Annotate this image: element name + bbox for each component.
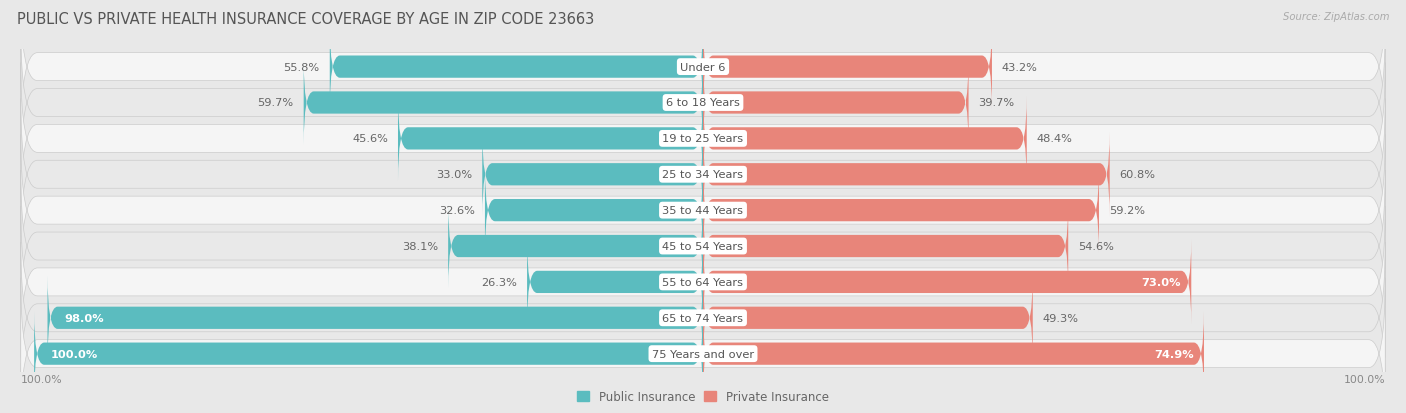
FancyBboxPatch shape bbox=[398, 97, 703, 182]
FancyBboxPatch shape bbox=[703, 61, 969, 146]
Text: 59.2%: 59.2% bbox=[1109, 206, 1144, 216]
FancyBboxPatch shape bbox=[527, 240, 703, 325]
Text: 45.6%: 45.6% bbox=[352, 134, 388, 144]
Text: 59.7%: 59.7% bbox=[257, 98, 294, 108]
FancyBboxPatch shape bbox=[703, 132, 1109, 217]
Legend: Public Insurance, Private Insurance: Public Insurance, Private Insurance bbox=[572, 385, 834, 408]
Text: 55 to 64 Years: 55 to 64 Years bbox=[662, 277, 744, 287]
Text: Source: ZipAtlas.com: Source: ZipAtlas.com bbox=[1282, 12, 1389, 22]
FancyBboxPatch shape bbox=[34, 311, 703, 396]
FancyBboxPatch shape bbox=[703, 25, 993, 110]
FancyBboxPatch shape bbox=[21, 64, 1385, 215]
Text: 45 to 54 Years: 45 to 54 Years bbox=[662, 242, 744, 252]
Text: 100.0%: 100.0% bbox=[51, 349, 98, 359]
FancyBboxPatch shape bbox=[21, 242, 1385, 394]
FancyBboxPatch shape bbox=[703, 204, 1069, 289]
Text: 48.4%: 48.4% bbox=[1036, 134, 1073, 144]
FancyBboxPatch shape bbox=[48, 275, 703, 361]
FancyBboxPatch shape bbox=[482, 132, 703, 217]
Text: 6 to 18 Years: 6 to 18 Years bbox=[666, 98, 740, 108]
FancyBboxPatch shape bbox=[21, 28, 1385, 179]
Text: 74.9%: 74.9% bbox=[1154, 349, 1194, 359]
FancyBboxPatch shape bbox=[304, 61, 703, 146]
FancyBboxPatch shape bbox=[485, 168, 703, 253]
FancyBboxPatch shape bbox=[703, 240, 1191, 325]
FancyBboxPatch shape bbox=[449, 204, 703, 289]
FancyBboxPatch shape bbox=[703, 275, 1033, 361]
Text: 100.0%: 100.0% bbox=[1344, 375, 1385, 385]
Text: 49.3%: 49.3% bbox=[1043, 313, 1078, 323]
Text: 39.7%: 39.7% bbox=[979, 98, 1015, 108]
Text: 100.0%: 100.0% bbox=[21, 375, 62, 385]
FancyBboxPatch shape bbox=[21, 278, 1385, 413]
FancyBboxPatch shape bbox=[21, 135, 1385, 286]
Text: 65 to 74 Years: 65 to 74 Years bbox=[662, 313, 744, 323]
Text: 55.8%: 55.8% bbox=[284, 62, 319, 72]
FancyBboxPatch shape bbox=[330, 25, 703, 110]
FancyBboxPatch shape bbox=[703, 168, 1099, 253]
FancyBboxPatch shape bbox=[21, 206, 1385, 358]
Text: PUBLIC VS PRIVATE HEALTH INSURANCE COVERAGE BY AGE IN ZIP CODE 23663: PUBLIC VS PRIVATE HEALTH INSURANCE COVER… bbox=[17, 12, 595, 27]
Text: 25 to 34 Years: 25 to 34 Years bbox=[662, 170, 744, 180]
FancyBboxPatch shape bbox=[703, 97, 1026, 182]
FancyBboxPatch shape bbox=[703, 311, 1204, 396]
Text: 43.2%: 43.2% bbox=[1002, 62, 1038, 72]
Text: 35 to 44 Years: 35 to 44 Years bbox=[662, 206, 744, 216]
Text: 32.6%: 32.6% bbox=[439, 206, 475, 216]
FancyBboxPatch shape bbox=[21, 99, 1385, 250]
Text: 19 to 25 Years: 19 to 25 Years bbox=[662, 134, 744, 144]
Text: 38.1%: 38.1% bbox=[402, 242, 439, 252]
FancyBboxPatch shape bbox=[21, 171, 1385, 322]
Text: 75 Years and over: 75 Years and over bbox=[652, 349, 754, 359]
Text: 60.8%: 60.8% bbox=[1119, 170, 1156, 180]
Text: Under 6: Under 6 bbox=[681, 62, 725, 72]
FancyBboxPatch shape bbox=[21, 0, 1385, 143]
Text: 26.3%: 26.3% bbox=[481, 277, 517, 287]
Text: 33.0%: 33.0% bbox=[436, 170, 472, 180]
Text: 98.0%: 98.0% bbox=[65, 313, 104, 323]
Text: 73.0%: 73.0% bbox=[1142, 277, 1181, 287]
Text: 54.6%: 54.6% bbox=[1078, 242, 1114, 252]
